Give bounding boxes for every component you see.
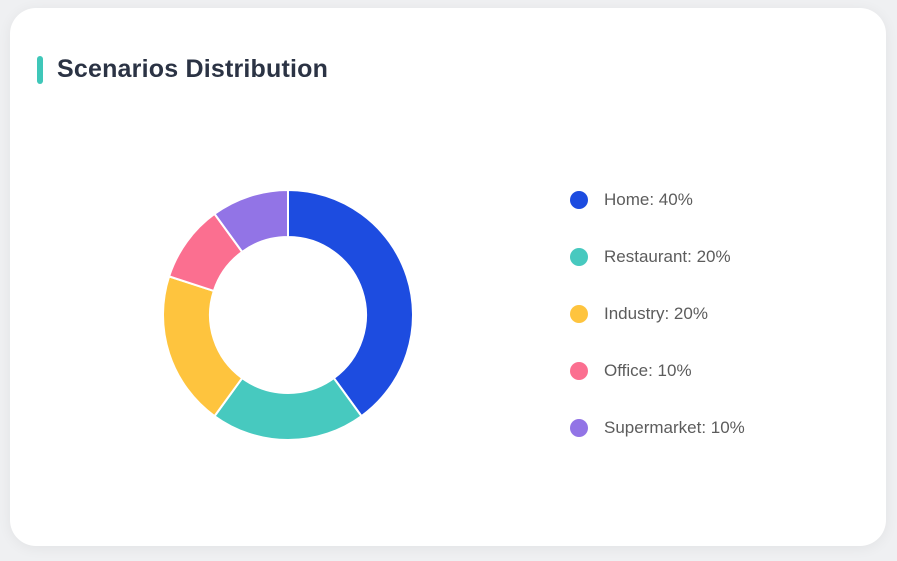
donut-segment-supermarket[interactable]: [213, 189, 289, 253]
legend: Home: 40% Restaurant: 20% Industry: 20% …: [570, 190, 745, 437]
scenarios-distribution-card: Scenarios Distribution Home: 40% Restaur…: [10, 8, 886, 546]
legend-dot-office: [570, 362, 588, 380]
card-header: Scenarios Distribution: [37, 55, 328, 84]
legend-label-office: Office: 10%: [604, 361, 692, 380]
legend-item-supermarket[interactable]: Supermarket: 10%: [570, 418, 745, 437]
legend-item-restaurant[interactable]: Restaurant: 20%: [570, 247, 745, 266]
legend-label-supermarket: Supermarket: 10%: [604, 418, 745, 437]
donut-chart: [162, 189, 414, 441]
legend-label-restaurant: Restaurant: 20%: [604, 247, 731, 266]
legend-item-industry[interactable]: Industry: 20%: [570, 304, 745, 323]
page-title: Scenarios Distribution: [57, 55, 329, 83]
title-accent-bar: [37, 55, 43, 84]
legend-label-industry: Industry: 20%: [604, 304, 708, 323]
legend-label-home: Home: 40%: [604, 190, 693, 209]
legend-dot-industry: [570, 305, 588, 323]
donut-segment-industry[interactable]: [162, 275, 244, 418]
legend-dot-supermarket: [570, 419, 588, 437]
legend-item-home[interactable]: Home: 40%: [570, 190, 745, 209]
legend-dot-home: [570, 191, 588, 209]
legend-dot-restaurant: [570, 248, 588, 266]
legend-item-office[interactable]: Office: 10%: [570, 361, 745, 380]
donut-segment-home[interactable]: [287, 189, 414, 418]
